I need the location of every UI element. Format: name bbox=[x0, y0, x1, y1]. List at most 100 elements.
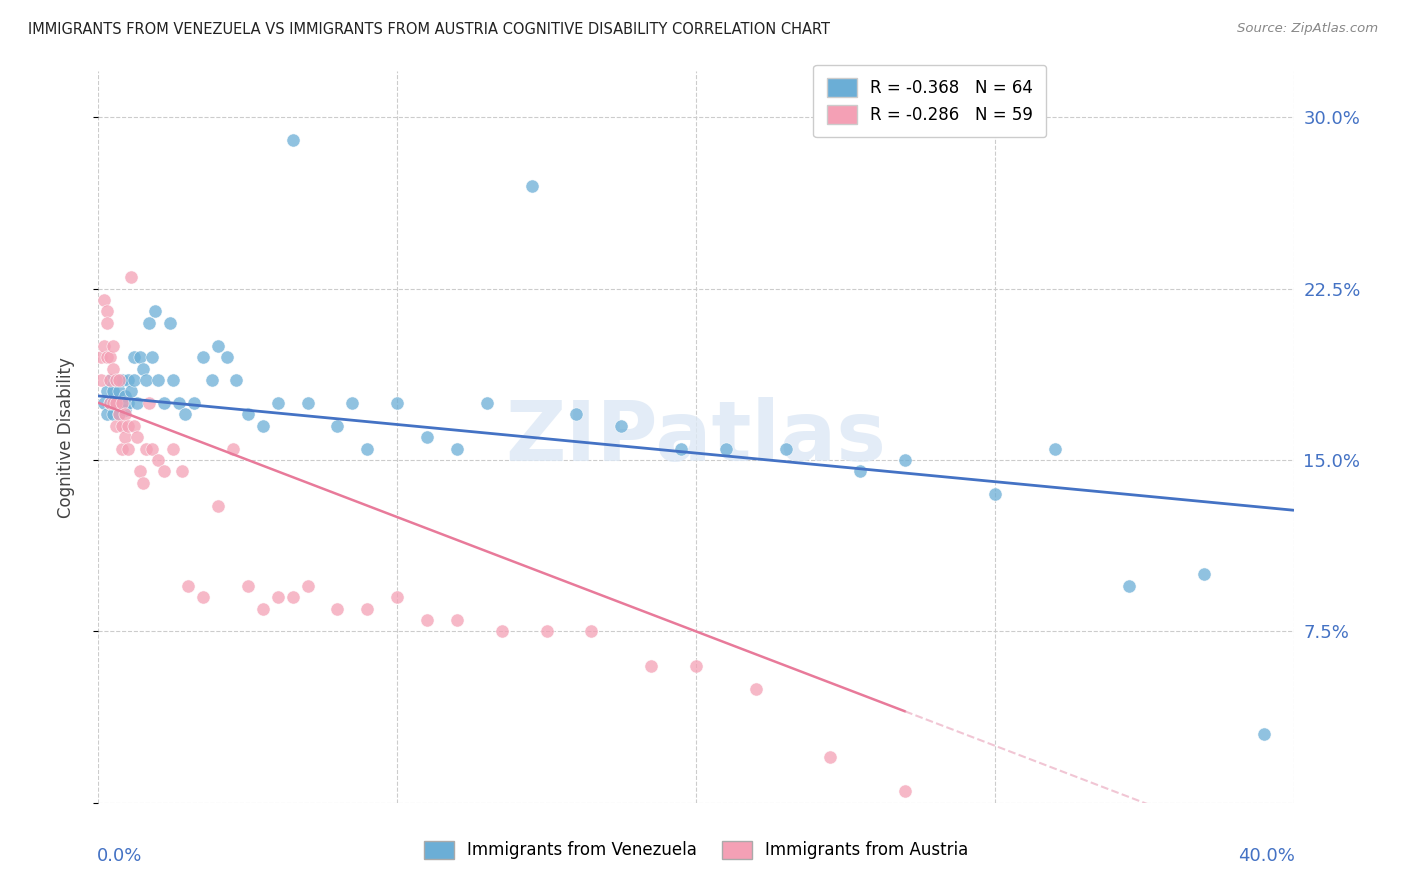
Point bbox=[174, 407, 197, 421]
Point bbox=[114, 389, 136, 403]
Point bbox=[669, 442, 692, 456]
Point bbox=[385, 396, 409, 410]
Point bbox=[894, 784, 917, 798]
Point bbox=[281, 590, 304, 604]
Point bbox=[685, 658, 707, 673]
Point bbox=[114, 402, 136, 417]
Point bbox=[252, 601, 274, 615]
Point bbox=[98, 373, 122, 387]
Point bbox=[108, 384, 131, 399]
Point bbox=[96, 316, 118, 330]
Point bbox=[446, 442, 468, 456]
Point bbox=[236, 407, 259, 421]
Point bbox=[111, 396, 134, 410]
Point bbox=[117, 373, 139, 387]
Point bbox=[162, 442, 184, 456]
Point bbox=[105, 418, 128, 433]
Point bbox=[342, 396, 364, 410]
Point bbox=[129, 464, 152, 478]
Point bbox=[183, 396, 205, 410]
Point bbox=[120, 384, 142, 399]
Point bbox=[849, 464, 872, 478]
Point bbox=[124, 350, 146, 364]
Legend: Immigrants from Venezuela, Immigrants from Austria: Immigrants from Venezuela, Immigrants fr… bbox=[415, 832, 977, 868]
Point bbox=[326, 601, 349, 615]
Text: ZIPatlas: ZIPatlas bbox=[506, 397, 886, 477]
Point bbox=[177, 579, 200, 593]
Point bbox=[536, 624, 558, 639]
Point bbox=[90, 373, 112, 387]
Point bbox=[108, 407, 131, 421]
Point bbox=[984, 487, 1007, 501]
Point bbox=[416, 430, 439, 444]
Point bbox=[267, 396, 290, 410]
Point bbox=[124, 373, 146, 387]
Point bbox=[105, 373, 128, 387]
Text: Source: ZipAtlas.com: Source: ZipAtlas.com bbox=[1237, 22, 1378, 36]
Point bbox=[520, 178, 543, 193]
Point bbox=[745, 681, 768, 696]
Point bbox=[1043, 442, 1066, 456]
Y-axis label: Cognitive Disability: Cognitive Disability bbox=[56, 357, 75, 517]
Point bbox=[111, 396, 134, 410]
Point bbox=[117, 442, 139, 456]
Point bbox=[114, 430, 136, 444]
Point bbox=[297, 579, 319, 593]
Point bbox=[148, 373, 170, 387]
Point bbox=[114, 407, 136, 421]
Point bbox=[252, 418, 274, 433]
Point bbox=[127, 430, 149, 444]
Point bbox=[159, 316, 181, 330]
Point bbox=[610, 418, 633, 433]
Point bbox=[135, 442, 157, 456]
Text: IMMIGRANTS FROM VENEZUELA VS IMMIGRANTS FROM AUSTRIA COGNITIVE DISABILITY CORREL: IMMIGRANTS FROM VENEZUELA VS IMMIGRANTS … bbox=[28, 22, 830, 37]
Point bbox=[1118, 579, 1140, 593]
Point bbox=[135, 373, 157, 387]
Point bbox=[96, 304, 118, 318]
Point bbox=[132, 475, 155, 490]
Point bbox=[138, 396, 160, 410]
Point bbox=[475, 396, 498, 410]
Point bbox=[127, 396, 149, 410]
Point bbox=[90, 350, 112, 364]
Point bbox=[111, 418, 134, 433]
Point bbox=[162, 373, 184, 387]
Point bbox=[103, 338, 125, 352]
Point bbox=[132, 361, 155, 376]
Point bbox=[581, 624, 603, 639]
Point bbox=[93, 338, 115, 352]
Point bbox=[98, 350, 122, 364]
Point bbox=[96, 350, 118, 364]
Point bbox=[297, 396, 319, 410]
Point bbox=[141, 442, 163, 456]
Point bbox=[141, 350, 163, 364]
Point bbox=[105, 396, 128, 410]
Point bbox=[98, 373, 122, 387]
Point bbox=[820, 750, 842, 764]
Point bbox=[120, 270, 142, 285]
Point bbox=[565, 407, 588, 421]
Point bbox=[103, 384, 125, 399]
Point bbox=[93, 293, 115, 307]
Point bbox=[491, 624, 513, 639]
Point bbox=[416, 613, 439, 627]
Point bbox=[108, 373, 131, 387]
Point bbox=[640, 658, 662, 673]
Point bbox=[775, 442, 797, 456]
Point bbox=[236, 579, 259, 593]
Point bbox=[191, 590, 214, 604]
Point bbox=[103, 361, 125, 376]
Point bbox=[105, 396, 128, 410]
Point bbox=[207, 499, 229, 513]
Point bbox=[267, 590, 290, 604]
Point bbox=[385, 590, 409, 604]
Point bbox=[117, 396, 139, 410]
Point bbox=[111, 442, 134, 456]
Point bbox=[201, 373, 224, 387]
Point bbox=[143, 304, 166, 318]
Point bbox=[129, 350, 152, 364]
Point bbox=[356, 442, 378, 456]
Text: 0.0%: 0.0% bbox=[97, 847, 142, 864]
Point bbox=[111, 373, 134, 387]
Point bbox=[153, 396, 176, 410]
